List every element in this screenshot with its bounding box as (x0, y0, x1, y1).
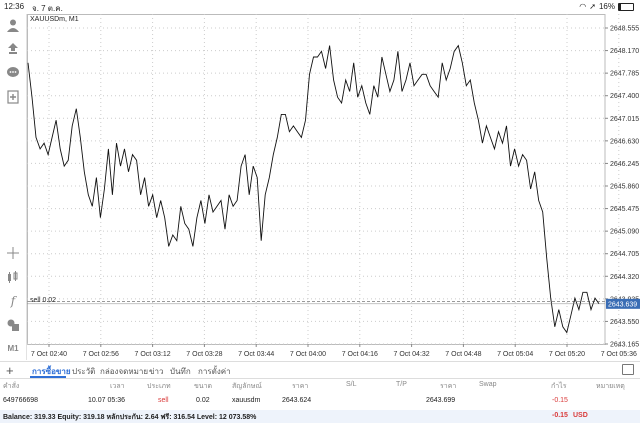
time-axis-label: 7 Oct 04:32 (393, 351, 429, 358)
order-current-price: 2643.699 (426, 397, 456, 404)
tab-settings[interactable]: การตั้งค่า (198, 367, 231, 376)
active-tab-indicator (30, 376, 66, 378)
battery-icon (618, 2, 634, 11)
account-icon[interactable] (4, 16, 22, 34)
time-axis-label: 7 Oct 03:44 (238, 351, 274, 358)
table-row[interactable]: 649766698 10.07 05:36 sell 0.02 xauusdm … (0, 396, 640, 407)
battery-percent: 16% (598, 2, 615, 11)
price-axis-label: 2644.320 (610, 274, 639, 281)
order-open-price: 2643.624 (282, 397, 312, 404)
col-price: ราคา (292, 383, 309, 390)
price-axis-label: 2648.170 (610, 48, 639, 55)
price-axis-label: 2644.705 (610, 251, 639, 258)
time-axis-label: 7 Oct 05:20 (549, 351, 585, 358)
time-axis-label: 7 Oct 04:48 (445, 351, 481, 358)
time-axis-label: 7 Oct 05:04 (497, 351, 533, 358)
tab-mailbox[interactable]: กล่องจดหมาย (100, 367, 149, 376)
tab-trade[interactable]: การซื้อขาย (32, 367, 71, 376)
price-axis-label: 2648.555 (610, 26, 639, 33)
total-profit: -0.15 (552, 412, 568, 419)
sell-position-label: sell 0.02 (30, 297, 57, 304)
currency: USD (573, 412, 588, 419)
order-size: 0.02 (196, 397, 210, 404)
price-chart[interactable]: 2648.555 2648.170 2647.785 2647.400 2647.015… (27, 14, 640, 360)
export-icon[interactable] (622, 364, 634, 375)
crosshair-icon[interactable] (4, 244, 22, 262)
tab-journal[interactable]: บันทึก (170, 367, 191, 376)
col-tp: T/P (396, 381, 407, 388)
order-type: sell (158, 397, 169, 404)
chat-icon[interactable] (4, 64, 22, 82)
trade-arrows-icon[interactable] (4, 40, 22, 58)
add-icon[interactable]: + (6, 363, 14, 378)
current-price-tag (606, 298, 640, 309)
order-profit: -0.15 (552, 397, 568, 404)
price-axis-label: 2643.550 (610, 319, 639, 326)
order-id: 649766698 (3, 397, 39, 404)
col-time: เวลา (110, 383, 125, 390)
chart-symbol: XAUUSDm, M1 (30, 16, 79, 23)
order-time: 10.07 05:36 (88, 397, 125, 404)
col-sl: S/L (346, 381, 357, 388)
price-axis-label: 2646.630 (610, 138, 639, 145)
terminal-tabs: + การซื้อขาย ประวัติ กล่องจดหมาย ข่าว บั… (0, 361, 640, 379)
price-axis-label: 2647.400 (610, 93, 639, 100)
tab-news[interactable]: ข่าว (149, 367, 164, 376)
price-axis-label: 2645.860 (610, 184, 639, 191)
price-axis-label: 2647.015 (610, 116, 639, 123)
col-swap: Swap (479, 381, 497, 388)
time-axis-label: 7 Oct 04:00 (290, 351, 326, 358)
price-series-line (27, 44, 600, 334)
col-size: ขนาด (194, 383, 213, 390)
order-symbol: xauusdm (232, 397, 261, 404)
objects-icon[interactable] (4, 316, 22, 334)
col-comment: หมายเหตุ (596, 383, 625, 390)
wifi-icon: ◠ (579, 2, 587, 11)
status-date: จ. 7 ต.ค. (32, 4, 63, 13)
time-axis-label: 7 Oct 03:12 (134, 351, 170, 358)
price-axis-label: 2643.165 (610, 342, 639, 349)
new-order-icon[interactable] (4, 88, 22, 106)
col-symbol: สัญลักษณ์ (232, 383, 262, 390)
table-header: คำสั่ง เวลา ประเภท ขนาด สัญลักษณ์ ราคา S… (0, 380, 640, 391)
status-bar: 12:36 จ. 7 ต.ค. ◠ ➚ 16% (0, 0, 640, 14)
time-axis-label: 7 Oct 03:28 (186, 351, 222, 358)
col-current-price: ราคา (440, 383, 457, 390)
col-type: ประเภท (147, 383, 171, 390)
timeframe-button[interactable]: M1 (7, 344, 19, 353)
status-time: 12:36 (4, 2, 25, 11)
price-axis-label: 2647.785 (610, 71, 639, 78)
current-price-label: 2643.639 (608, 301, 637, 308)
time-axis-label: 7 Oct 05:36 (601, 351, 637, 358)
plot-frame (27, 14, 606, 345)
chart-type-icon[interactable] (4, 268, 22, 286)
price-axis-label: 2646.245 (610, 161, 639, 168)
location-icon: ➚ (589, 2, 596, 11)
chart-toolbar: f M1 (0, 14, 27, 360)
tab-history[interactable]: ประวัติ (72, 367, 96, 376)
time-axis-label: 7 Oct 02:40 (31, 351, 67, 358)
price-axis-label: 2645.475 (610, 206, 639, 213)
time-axis-label: 7 Oct 04:16 (342, 351, 378, 358)
price-axis-label: 2645.090 (610, 229, 639, 236)
indicators-icon[interactable]: f (10, 294, 16, 308)
col-order: คำสั่ง (3, 383, 20, 390)
time-axis-label: 7 Oct 02:56 (83, 351, 119, 358)
balance-summary: Balance: 319.33 Equity: 319.18 หลักประกั… (3, 414, 257, 421)
status-right: ◠ ➚ 16% (579, 2, 634, 11)
col-profit: กำไร (551, 383, 567, 390)
balance-row: Balance: 319.33 Equity: 319.18 หลักประกั… (0, 410, 640, 423)
